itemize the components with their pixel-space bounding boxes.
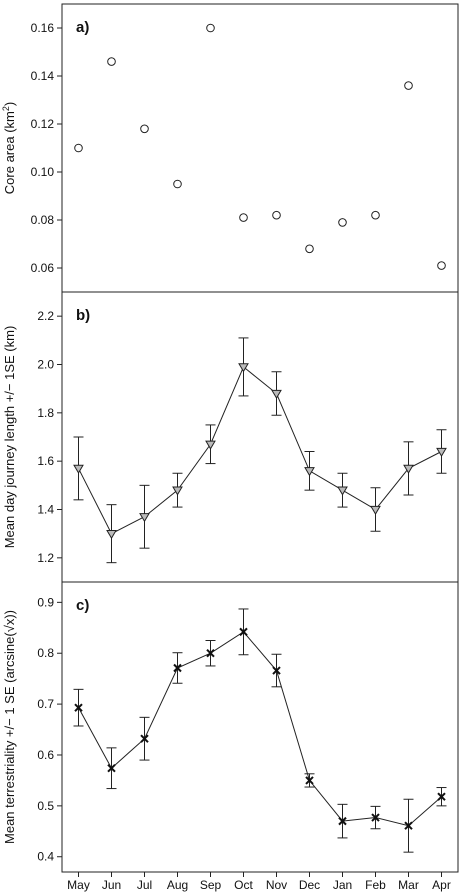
x-tick-label: Aug [167, 878, 188, 892]
y-tick-label: 0.4 [37, 850, 54, 864]
series-line [78, 631, 442, 827]
panel-b: 1.2 1.4 1.6 1.8 2.0 2.2 b) Mean day journey len… [2, 291, 459, 583]
plot-frame [61, 291, 459, 583]
y-tick-label: 0.5 [37, 799, 54, 813]
y-tick-label: 0.16 [31, 21, 55, 35]
marker-stroke [404, 821, 413, 830]
y-tick-label: 0.7 [37, 697, 54, 711]
y-tick-label: 0.9 [37, 595, 54, 609]
data-point [140, 124, 149, 134]
marker-stroke [206, 649, 215, 658]
plot-frame [61, 581, 459, 873]
y-tick-label: 2.0 [37, 358, 54, 372]
data-point [371, 813, 380, 822]
data-point [371, 210, 380, 220]
y-axis-label: Mean day journey length +/− 1SE (km) [2, 326, 17, 549]
marker-stroke [107, 764, 116, 773]
marker-stroke [272, 666, 281, 675]
data-point [437, 792, 446, 801]
panel-c: 0.4 0.5 0.6 0.7 0.8 0.9 c) Mean terrestriality … [2, 581, 459, 873]
x-tick-label: Oct [234, 878, 253, 892]
y-tick-label: 0.10 [31, 165, 55, 179]
y-tick-label: 0.14 [31, 69, 55, 83]
series-line [78, 366, 442, 535]
data-point [173, 179, 182, 189]
x-tick-label: Sep [200, 878, 222, 892]
data-point [271, 389, 282, 399]
panel-label: b) [76, 307, 90, 324]
y-tick-label: 0.8 [37, 646, 54, 660]
x-tick-label: Jul [137, 878, 152, 892]
data-point [206, 649, 215, 658]
data-point [106, 530, 117, 540]
x-tick-label: Apr [432, 878, 451, 892]
data-point [74, 143, 83, 153]
data-point [404, 821, 413, 830]
marker-stroke [338, 816, 347, 826]
data-point [107, 57, 116, 66]
shared-x-axis: May Jun Jul Aug Sep Oct Nov Dec Jan Feb Mar Apr [67, 872, 451, 892]
y-tick-label: 1.2 [37, 551, 54, 565]
data-point [272, 210, 281, 220]
x-tick-label: Dec [299, 878, 320, 892]
data-point [74, 703, 83, 712]
data-point [437, 261, 446, 270]
x-tick-label: Mar [398, 878, 419, 892]
panel-a: 0.06 0.08 0.10 0.12 0.14 0.16 a) Core area (km2… [1, 3, 459, 293]
y-axis-label: Mean terrestriality +/− 1 SE (arcsine(√x… [2, 610, 17, 844]
panel-label: a) [76, 19, 89, 36]
x-tick-label: Nov [266, 878, 287, 892]
y-tick-label: 2.2 [37, 309, 54, 323]
y-tick-label: 0.12 [31, 117, 55, 131]
marker-stroke [437, 792, 446, 801]
data-point [239, 213, 248, 222]
data-point [206, 23, 215, 33]
data-point [305, 244, 314, 254]
plot-frame [61, 3, 459, 293]
data-point [404, 81, 413, 90]
x-tick-label: Feb [365, 878, 386, 892]
data-point [403, 464, 414, 474]
marker-stroke [305, 776, 314, 785]
marker-stroke [74, 703, 83, 712]
data-point [337, 486, 348, 496]
data-point [370, 505, 381, 515]
y-tick-label: 0.08 [31, 213, 55, 227]
y-tick-label: 1.4 [37, 503, 54, 517]
data-point [172, 486, 183, 496]
data-point [205, 440, 216, 450]
y-tick-label: 0.6 [37, 748, 54, 762]
data-point [139, 513, 150, 523]
data-point [173, 663, 182, 673]
y-tick-label: 0.06 [31, 261, 55, 275]
y-tick-label: 1.8 [37, 406, 54, 420]
x-tick-label: Jun [102, 878, 121, 892]
data-point [239, 627, 248, 637]
data-point [338, 218, 347, 227]
x-tick-label: May [67, 878, 90, 892]
data-point [304, 467, 315, 477]
y-tick-label: 1.6 [37, 454, 54, 468]
data-point [238, 363, 249, 373]
marker-stroke [371, 813, 380, 822]
data-point [338, 816, 347, 826]
y-axis-label: Core area (km2) [1, 102, 17, 194]
data-point [305, 776, 314, 785]
data-point [436, 447, 447, 457]
marker-stroke [140, 734, 149, 743]
marker-stroke [173, 663, 182, 673]
data-point [272, 666, 281, 675]
panel-label: c) [76, 597, 89, 614]
data-point [107, 764, 116, 773]
x-tick-label: Jan [333, 878, 352, 892]
marker-stroke [239, 627, 248, 637]
data-point [140, 734, 149, 743]
data-point [73, 464, 84, 474]
